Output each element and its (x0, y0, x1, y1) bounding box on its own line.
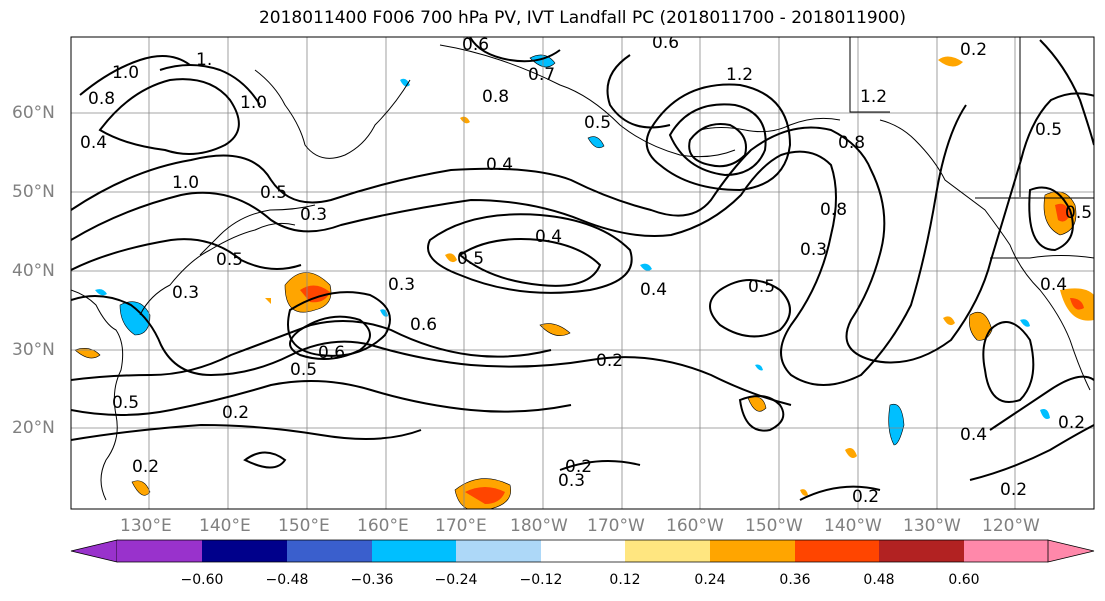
contour-label: 0.4 (640, 280, 667, 300)
contour-label: 0.5 (260, 183, 287, 203)
contour-label: 0.6 (410, 315, 437, 335)
map-title: 2018011400 F006 700 hPa PV, IVT Landfall… (258, 8, 906, 28)
colorbar-extend-low (70, 539, 118, 563)
colorbar-bin (625, 540, 710, 562)
graticule (71, 37, 1094, 509)
lon-label: 180°W (510, 516, 568, 536)
lon-label: 170°W (587, 516, 645, 536)
colorbar-bin (879, 540, 964, 562)
lon-label: 130°W (903, 516, 961, 536)
contour-label: 0.4 (1040, 275, 1067, 295)
contour-label: 1.2 (726, 65, 753, 85)
contour-label: 0.2 (596, 351, 623, 371)
lon-label: 140°W (824, 516, 882, 536)
colorbar-bin (456, 540, 541, 562)
plot-area: 1.0 1. 0.8 0.4 1.0 1.0 0.5 0.3 0.5 0.3 0… (71, 33, 1094, 509)
contour-label: 0.2 (960, 40, 987, 60)
contour-label: 0.2 (1058, 413, 1085, 433)
colorbar-bin (710, 540, 795, 562)
contour-label: 0.3 (558, 471, 585, 491)
contour-label: 0.5 (1065, 203, 1092, 223)
colorbar-tick-label: −0.36 (350, 572, 394, 588)
contour-label: 0.5 (1035, 120, 1062, 140)
contour-label: 0.3 (172, 283, 199, 303)
colorbar-tick-label: −0.60 (180, 572, 224, 588)
colorbar-bin (287, 540, 372, 562)
lon-label: 140°E (199, 516, 251, 536)
colorbar-tick-label: 0.24 (694, 572, 726, 588)
contour-label: 0.2 (1000, 480, 1027, 500)
colorbar-bin (117, 540, 202, 562)
contour-label: 0.3 (300, 205, 327, 225)
plot-frame (70, 36, 1095, 510)
contour-label: 0.5 (216, 250, 243, 270)
contour-label: 0.3 (800, 240, 827, 260)
contour-label: 0.8 (820, 200, 847, 220)
lat-label: 20°N (12, 418, 55, 438)
colorbar-bin (202, 540, 287, 562)
contour-label: 0.4 (80, 133, 107, 153)
contour-label: 0.5 (584, 113, 611, 133)
contour-label: 0.7 (528, 65, 555, 85)
contour-label: 0.4 (486, 155, 513, 175)
contour-label: 1. (196, 50, 212, 70)
colorbar-bin (372, 540, 456, 562)
contour-label: 1.0 (112, 63, 139, 83)
lon-label: 170°E (435, 516, 487, 536)
lon-label: 160°W (666, 516, 724, 536)
contour-label: 1.0 (240, 93, 267, 113)
contour-label: 0.3 (388, 275, 415, 295)
contour-label: 1.2 (860, 87, 887, 107)
contour-label: 0.5 (112, 393, 139, 413)
lon-label: 150°W (745, 516, 803, 536)
contour-labels: 1.0 1. 0.8 0.4 1.0 1.0 0.5 0.3 0.5 0.3 0… (80, 33, 1092, 507)
lat-label: 50°N (12, 182, 55, 202)
contour-label: 0.2 (852, 487, 879, 507)
contour-label: 0.2 (565, 457, 592, 477)
contour-label: 0.2 (222, 403, 249, 423)
colorbar-tick-label: 0.36 (779, 572, 811, 588)
negative-shading (95, 54, 1050, 446)
colorbar-bin (541, 540, 625, 562)
contour-label: 0.5 (457, 249, 484, 269)
contour-label: 0.8 (482, 87, 509, 107)
lon-label: 120°W (982, 516, 1040, 536)
colorbar (70, 539, 1095, 563)
pv-contours (71, 37, 1094, 501)
contour-label: 0.6 (652, 33, 679, 53)
colorbar-bin (964, 540, 1048, 562)
contour-label: 0.2 (132, 457, 159, 477)
contour-label: 0.6 (318, 343, 345, 363)
lon-label: 130°E (120, 516, 172, 536)
contour-label: 0.4 (960, 425, 987, 445)
contour-label: 0.4 (535, 227, 562, 247)
colorbar-extend-high (1047, 539, 1095, 563)
colorbar-tick-label: −0.24 (434, 572, 478, 588)
coastlines (71, 37, 1094, 501)
colorbar-tick-label: −0.12 (519, 572, 563, 588)
contour-label: 0.8 (88, 89, 115, 109)
colorbar-tick-label: 0.48 (863, 572, 895, 588)
lon-label: 150°E (278, 516, 330, 536)
lat-label: 60°N (12, 103, 55, 123)
lat-label: 40°N (12, 261, 55, 281)
colorbar-tick-label: 0.12 (609, 572, 641, 588)
contour-label: 0.5 (290, 360, 317, 380)
lat-label: 30°N (12, 340, 55, 360)
contour-label: 1.0 (172, 173, 199, 193)
colorbar-tick-label: −0.48 (265, 572, 309, 588)
contour-label: 0.8 (838, 133, 865, 153)
colorbar-tick-label: 0.60 (948, 572, 980, 588)
contour-label: 0.5 (748, 277, 775, 297)
contour-label: 0.6 (462, 35, 489, 55)
colorbar-bin (795, 540, 879, 562)
lon-label: 160°E (357, 516, 409, 536)
